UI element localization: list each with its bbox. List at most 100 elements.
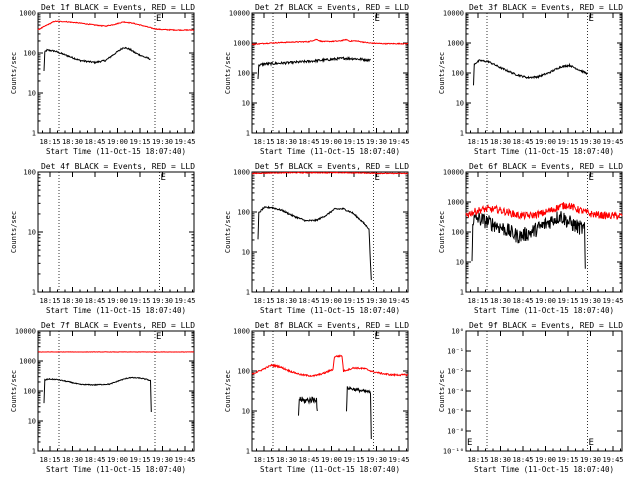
panel-title: Det 5f BLACK = Events, RED = LLD [255, 162, 409, 171]
y-tick-label: 10000 [443, 169, 464, 177]
panel-title: Det 8f BLACK = Events, RED = LLD [255, 321, 409, 330]
x-tick-label: 18:30 [276, 297, 297, 305]
x-tick-label: 19:45 [602, 138, 623, 146]
y-tick-label: 1 [32, 448, 36, 456]
y-axis-label: Counts/sec [224, 211, 232, 253]
series-events-line [472, 211, 585, 269]
interval-marker-label: E [375, 173, 380, 183]
x-tick-label: 18:45 [298, 297, 319, 305]
y-tick-label: 1 [246, 448, 250, 456]
interval-marker-label: E [161, 173, 166, 183]
x-tick-label: 18:15 [467, 297, 488, 305]
interval-marker-label: E [589, 173, 594, 183]
y-tick-label: 1 [460, 289, 464, 297]
panel-det5: Det 5f BLACK = Events, RED = LLD11010010… [224, 162, 410, 315]
x-tick-label: 19:15 [343, 297, 364, 305]
x-tick-label: 19:15 [557, 456, 578, 464]
plot-frame [252, 13, 408, 133]
panel-title: Det 7f BLACK = Events, RED = LLD [41, 321, 195, 330]
interval-marker-label: E [467, 438, 472, 448]
panel-title: Det 1f BLACK = Events, RED = LLD [41, 3, 195, 12]
x-tick-label: 18:30 [276, 138, 297, 146]
x-tick-label: 19:30 [580, 138, 601, 146]
y-tick-label: 10 [242, 249, 250, 257]
y-tick-label: 10⁻¹ [447, 348, 464, 356]
panel-det6: Det 6f BLACK = Events, RED = LLD11010010… [438, 162, 624, 315]
y-tick-label: 10⁰ [451, 328, 464, 336]
y-tick-label: 10 [242, 408, 250, 416]
y-tick-label: 10⁻¹⁰ [443, 448, 464, 456]
series-events-line [474, 60, 588, 86]
y-tick-label: 10000 [15, 328, 36, 336]
x-tick-label: 19:30 [152, 138, 173, 146]
y-tick-label: 10⁻² [447, 368, 464, 376]
y-axis-label: Counts/sec [438, 211, 446, 253]
y-axis-label: Counts/sec [10, 211, 18, 253]
x-tick-label: 19:30 [366, 456, 387, 464]
x-tick-label: 19:00 [535, 456, 556, 464]
plot-frame [466, 172, 622, 292]
panel-det9: Det 9f BLACK = Events, RED = LLD 10⁻¹⁰ 10⁻… [438, 321, 624, 474]
x-tick-label: 19:30 [580, 456, 601, 464]
plot-frame [252, 172, 408, 292]
y-tick-label: 1000 [233, 40, 250, 48]
x-tick-label: 19:00 [107, 456, 128, 464]
panel-det2: Det 2f BLACK = Events, RED = LLD11010010… [224, 3, 410, 156]
x-axis-label: Start Time (11-Oct-15 18:07:40) [260, 465, 400, 474]
x-tick-label: 18:15 [253, 456, 274, 464]
x-tick-label: 18:30 [62, 297, 83, 305]
x-tick-label: 19:45 [602, 456, 623, 464]
y-tick-label: 1000 [447, 199, 464, 207]
series-events-line [299, 397, 318, 416]
y-tick-label: 100 [237, 209, 250, 217]
x-tick-label: 18:15 [39, 138, 60, 146]
x-tick-label: 19:00 [535, 297, 556, 305]
y-tick-label: 1000 [233, 169, 250, 177]
panel-title: Det 4f BLACK = Events, RED = LLD [41, 162, 195, 171]
x-axis-label: Start Time (11-Oct-15 18:07:40) [46, 465, 186, 474]
series-events-line [258, 57, 371, 79]
x-tick-label: 18:45 [512, 138, 533, 146]
panel-title: Det 3f BLACK = Events, RED = LLD [469, 3, 623, 12]
x-tick-label: 18:45 [512, 456, 533, 464]
plot-frame [466, 13, 622, 133]
x-tick-label: 19:15 [129, 297, 150, 305]
panel-title: Det 2f BLACK = Events, RED = LLD [255, 3, 409, 12]
x-tick-label: 19:15 [557, 138, 578, 146]
interval-marker-label: E [156, 14, 161, 24]
x-axis-label: Start Time (11-Oct-15 18:07:40) [46, 147, 186, 156]
y-axis-label: Counts/sec [224, 52, 232, 94]
x-tick-label: 19:45 [388, 456, 409, 464]
y-tick-label: 10⁻⁸ [447, 428, 464, 436]
x-tick-label: 18:15 [39, 456, 60, 464]
interval-marker-label: E [375, 14, 380, 24]
y-tick-label: 10⁻⁴ [447, 388, 464, 396]
x-tick-label: 18:30 [62, 138, 83, 146]
x-tick-label: 19:45 [388, 297, 409, 305]
panel-title: Det 9f BLACK = Events, RED = LLD [469, 321, 623, 330]
panel-det4: Det 4f BLACK = Events, RED = LLD11010018… [10, 162, 196, 315]
y-tick-label: 10 [242, 100, 250, 108]
y-tick-label: 1000 [233, 328, 250, 336]
x-tick-label: 19:15 [129, 456, 150, 464]
y-tick-label: 100 [451, 229, 464, 237]
y-tick-label: 1 [246, 130, 250, 138]
x-axis-label: Start Time (11-Oct-15 18:07:40) [46, 306, 186, 315]
y-tick-label: 10000 [443, 10, 464, 18]
y-axis-label: Counts/sec [438, 370, 446, 412]
series-events-line [258, 207, 371, 280]
x-tick-label: 19:45 [174, 456, 195, 464]
plot-frame [38, 172, 194, 292]
y-tick-label: 10 [456, 100, 464, 108]
x-tick-label: 19:30 [580, 297, 601, 305]
plot-frame [252, 331, 408, 451]
interval-marker-label: E [589, 438, 594, 448]
x-tick-label: 19:00 [321, 138, 342, 146]
panel-det7: Det 7f BLACK = Events, RED = LLD11010010… [10, 321, 196, 474]
y-axis-label: Counts/sec [10, 370, 18, 412]
x-tick-label: 19:00 [321, 456, 342, 464]
x-tick-label: 19:15 [343, 138, 364, 146]
x-tick-label: 18:15 [467, 138, 488, 146]
